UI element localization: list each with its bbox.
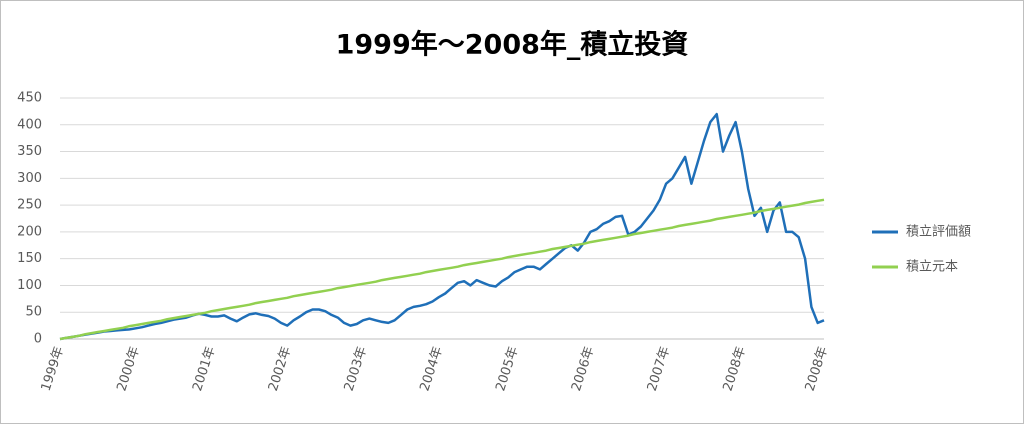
- y-tick-label: 250: [17, 198, 42, 213]
- y-tick-label: 100: [17, 278, 42, 293]
- y-tick-label: 0: [34, 332, 42, 347]
- series-line: [59, 198, 825, 341]
- legend-label: 積立評価額: [906, 225, 971, 240]
- chart-title: 1999年～2008年_積立投資: [336, 29, 689, 61]
- y-tick-label: 450: [17, 91, 42, 106]
- y-tick-label: 150: [17, 251, 42, 266]
- y-tick-label: 300: [17, 171, 42, 186]
- series-line: [59, 112, 825, 341]
- legend-label: 積立元本: [906, 260, 958, 275]
- y-tick-label: 50: [25, 305, 42, 320]
- y-tick-label: 200: [17, 224, 42, 239]
- y-tick-label: 400: [17, 117, 42, 132]
- y-tick-label: 350: [17, 144, 42, 159]
